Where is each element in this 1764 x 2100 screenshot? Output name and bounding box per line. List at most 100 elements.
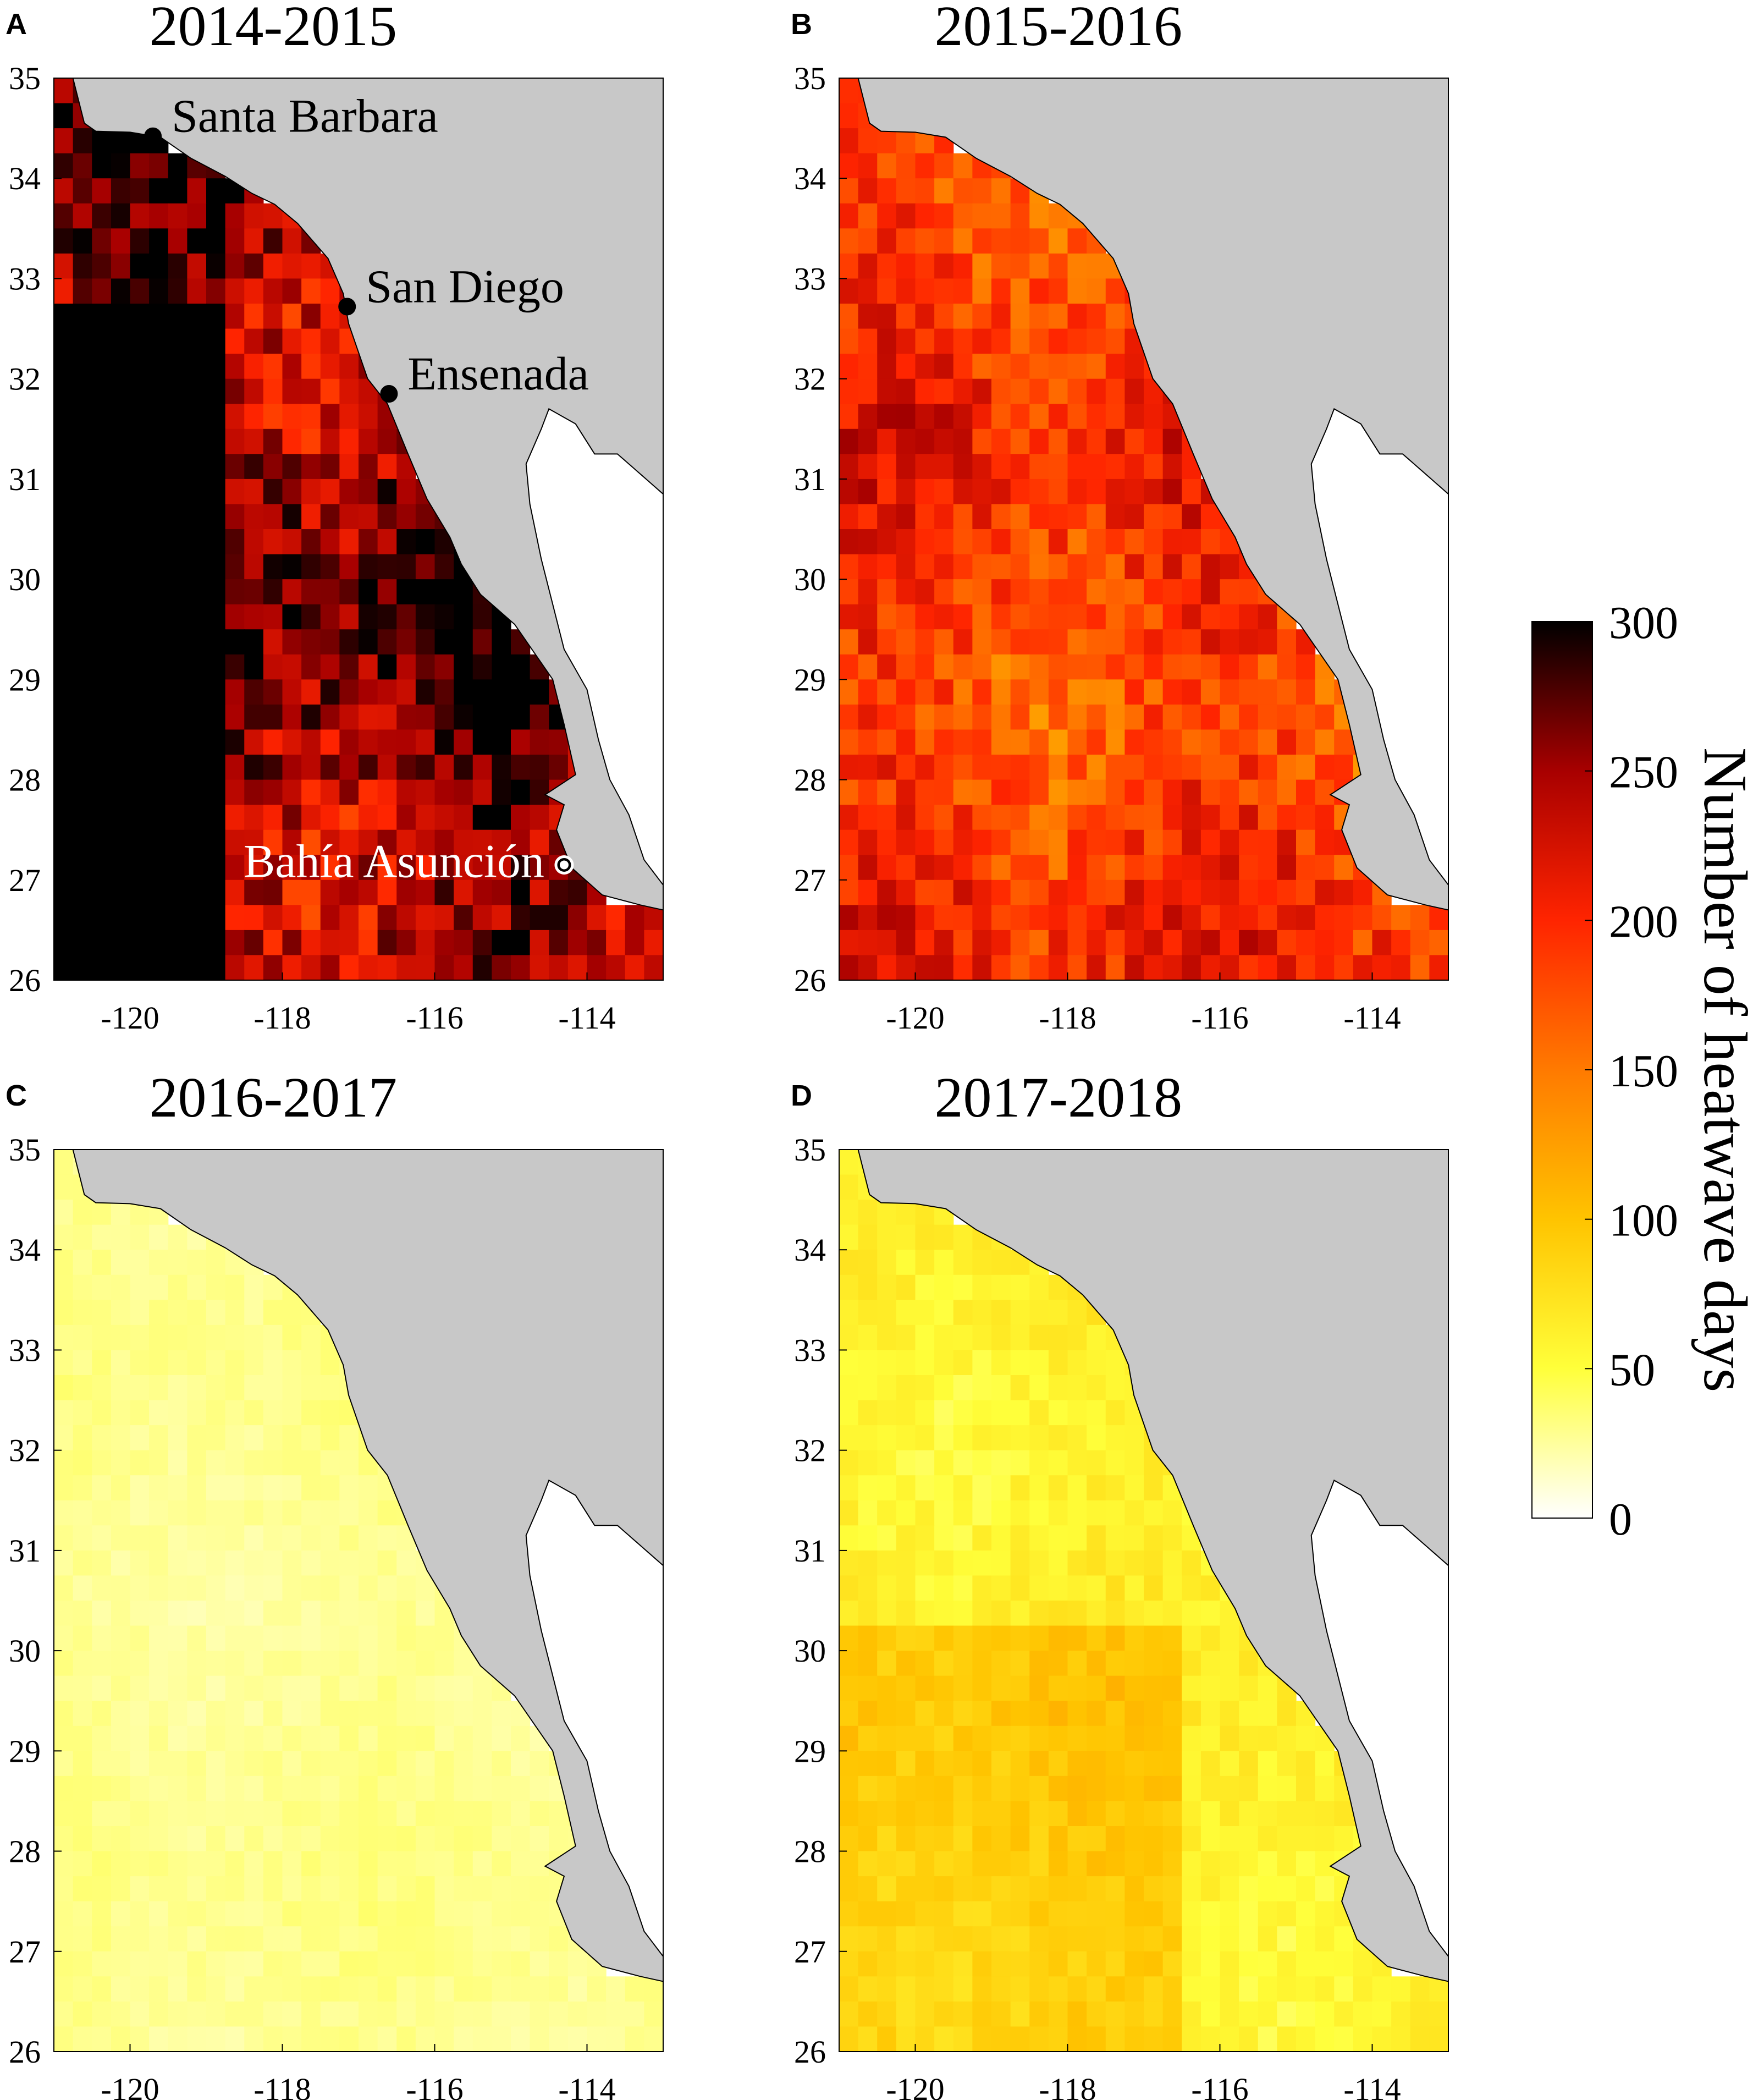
grid-cell <box>953 1274 973 1300</box>
grid-cell <box>1182 879 1201 905</box>
grid-cell <box>972 1324 992 1351</box>
grid-cell <box>896 328 916 354</box>
grid-cell <box>377 1976 397 2002</box>
grid-cell <box>915 629 935 655</box>
grid-cell <box>168 829 188 855</box>
grid-cell <box>168 504 188 530</box>
grid-cell <box>263 629 283 655</box>
grid-cell <box>73 604 92 630</box>
grid-cell <box>1296 729 1316 755</box>
grid-cell <box>1087 604 1106 630</box>
grid-cell <box>896 1725 916 1751</box>
grid-cell <box>225 729 245 755</box>
grid-cell <box>282 1725 302 1751</box>
grid-cell <box>953 855 973 881</box>
grid-cell <box>549 1801 569 1827</box>
grid-cell <box>839 905 859 931</box>
grid-cell <box>168 604 188 630</box>
grid-cell <box>320 1725 340 1751</box>
grid-cell <box>972 1400 992 1426</box>
grid-cell <box>320 1851 340 1877</box>
grid-cell <box>149 1375 169 1401</box>
grid-cell <box>1239 654 1259 680</box>
grid-cell <box>1048 278 1068 304</box>
grid-cell <box>1182 2001 1201 2027</box>
grid-cell <box>858 729 878 755</box>
y-tick-label: 27 <box>9 1934 41 1970</box>
grid-cell <box>454 829 473 855</box>
grid-cell <box>1087 1876 1106 1902</box>
grid-cell <box>1124 755 1144 780</box>
grid-cell <box>1162 504 1182 530</box>
grid-cell <box>168 1801 188 1827</box>
grid-cell <box>858 203 878 229</box>
grid-cell <box>454 855 473 881</box>
grid-cell <box>1067 1851 1087 1877</box>
grid-cell <box>92 1550 112 1576</box>
grid-cell <box>1067 1951 1087 1977</box>
grid-cell <box>92 779 112 805</box>
grid-cell <box>225 504 245 530</box>
grid-cell <box>111 855 131 881</box>
grid-cell <box>415 1976 436 2002</box>
grid-cell <box>1182 930 1201 956</box>
grid-cell <box>359 1500 378 1526</box>
grid-cell <box>1315 855 1335 881</box>
grid-cell <box>1124 1801 1144 1827</box>
grid-cell <box>839 930 859 956</box>
grid-cell <box>206 404 226 430</box>
grid-cell <box>1410 1976 1430 2002</box>
grid-cell <box>1239 1701 1259 1727</box>
grid-cell <box>972 1475 992 1501</box>
grid-cell <box>168 629 188 655</box>
grid-cell <box>953 679 973 705</box>
grid-cell <box>263 1775 283 1802</box>
grid-cell <box>972 955 992 981</box>
grid-cell <box>130 604 150 630</box>
grid-cell <box>991 2001 1011 2027</box>
grid-cell <box>225 1601 245 1626</box>
grid-cell <box>301 1951 321 1977</box>
grid-cell <box>130 454 150 480</box>
panel-title: 2017-2018 <box>935 1066 1183 1129</box>
grid-cell <box>1296 1926 1316 1952</box>
grid-cell <box>934 504 954 530</box>
grid-cell <box>1105 479 1125 505</box>
grid-cell <box>54 404 74 430</box>
grid-cell <box>1048 253 1068 279</box>
grid-cell <box>1029 1851 1049 1877</box>
grid-cell <box>972 1951 992 1977</box>
grid-cell <box>282 905 302 931</box>
grid-cell <box>225 203 245 229</box>
grid-cell <box>1029 1274 1049 1300</box>
grid-cell <box>187 604 207 630</box>
grid-cell <box>858 1224 878 1250</box>
grid-cell <box>377 755 397 780</box>
grid-cell <box>320 604 340 630</box>
grid-cell <box>339 1851 359 1877</box>
grid-cell <box>1048 1525 1068 1551</box>
grid-cell <box>1048 855 1068 881</box>
grid-cell <box>92 454 112 480</box>
grid-cell <box>1010 1350 1030 1376</box>
grid-cell <box>1029 304 1049 329</box>
grid-cell <box>530 1901 549 1927</box>
grid-cell <box>73 1601 92 1626</box>
grid-cell <box>1162 1775 1182 1802</box>
grid-cell <box>934 1601 954 1626</box>
grid-cell <box>168 1851 188 1877</box>
grid-cell <box>1144 1876 1164 1902</box>
grid-cell <box>244 1475 264 1501</box>
grid-cell <box>73 1350 92 1376</box>
grid-cell <box>168 1675 188 1701</box>
land-mass <box>72 78 664 980</box>
grid-cell <box>1200 1651 1221 1676</box>
grid-cell <box>492 654 511 680</box>
grid-cell <box>206 654 226 680</box>
grid-cell <box>858 1901 878 1927</box>
grid-cell <box>972 1701 992 1727</box>
grid-cell <box>282 1901 302 1927</box>
grid-cell <box>896 1500 916 1526</box>
grid-cell <box>396 1675 416 1701</box>
grid-cell <box>149 354 169 380</box>
